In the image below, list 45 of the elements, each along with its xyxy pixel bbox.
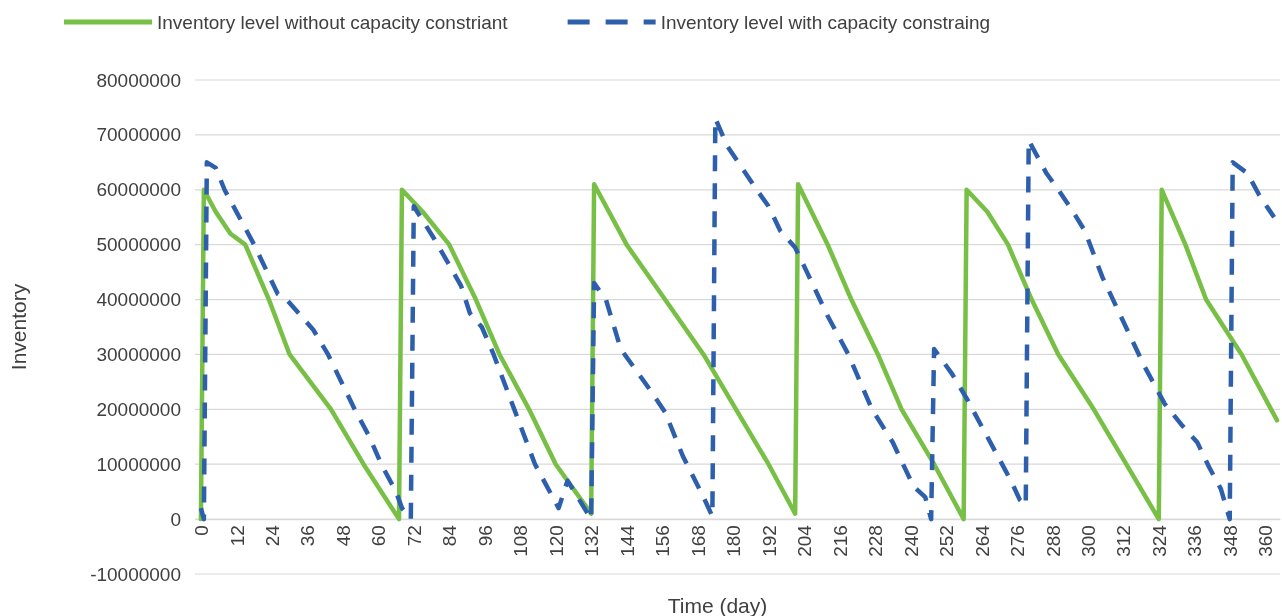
x-tick-label: 300 (1077, 525, 1099, 557)
x-tick-label: 168 (687, 525, 709, 557)
x-tick-label: 24 (262, 524, 284, 547)
x-tick-label: 72 (403, 525, 425, 547)
x-tick-label: 144 (616, 524, 638, 557)
x-tick-label: 288 (1042, 525, 1064, 557)
x-tick-label: 216 (829, 525, 851, 557)
x-tick-label: 228 (865, 525, 887, 557)
x-tick-label: 336 (1184, 525, 1206, 557)
x-tick-label: 0 (191, 525, 213, 536)
y-tick-label: 10000000 (96, 453, 181, 475)
x-tick-label: 12 (226, 525, 248, 547)
x-tick-label: 264 (971, 524, 993, 557)
y-tick-label: 70000000 (96, 124, 181, 146)
y-tick-label: 20000000 (96, 398, 181, 420)
x-tick-label: 132 (581, 525, 603, 557)
x-tick-label: 252 (936, 525, 958, 557)
x-tick-label: 48 (332, 525, 354, 547)
y-tick-label: 50000000 (96, 234, 181, 256)
x-tick-label: 348 (1219, 525, 1241, 557)
y-tick-label: 0 (170, 508, 181, 530)
x-tick-label: 192 (758, 525, 780, 557)
x-tick-label: 60 (368, 525, 390, 547)
x-tick-label: 180 (723, 525, 745, 557)
x-tick-label: 360 (1255, 525, 1277, 557)
y-tick-label: -10000000 (90, 563, 181, 585)
y-tick-label: 30000000 (96, 344, 181, 366)
x-tick-label: 156 (652, 525, 674, 557)
y-tick-label: 80000000 (96, 69, 181, 91)
x-tick-label: 276 (1007, 525, 1029, 557)
x-tick-label: 108 (510, 525, 532, 557)
legend-label: Inventory level without capacity constriant (157, 12, 509, 33)
x-tick-label: 96 (474, 525, 496, 547)
x-tick-label: 84 (439, 524, 461, 547)
x-tick-label: 36 (297, 525, 319, 547)
x-tick-label: 312 (1113, 525, 1135, 557)
y-tick-label: 60000000 (96, 179, 181, 201)
line-series (198, 182, 1280, 522)
x-tick-label: 324 (1148, 524, 1170, 557)
x-tick-label: 240 (900, 525, 922, 557)
legend-label: Inventory level with capacity constraing (660, 12, 991, 33)
x-tick-label: 204 (794, 524, 816, 557)
y-axis-title: Inventory (7, 283, 30, 371)
y-tick-label: 40000000 (96, 289, 181, 311)
x-tick-label: 120 (545, 525, 567, 557)
